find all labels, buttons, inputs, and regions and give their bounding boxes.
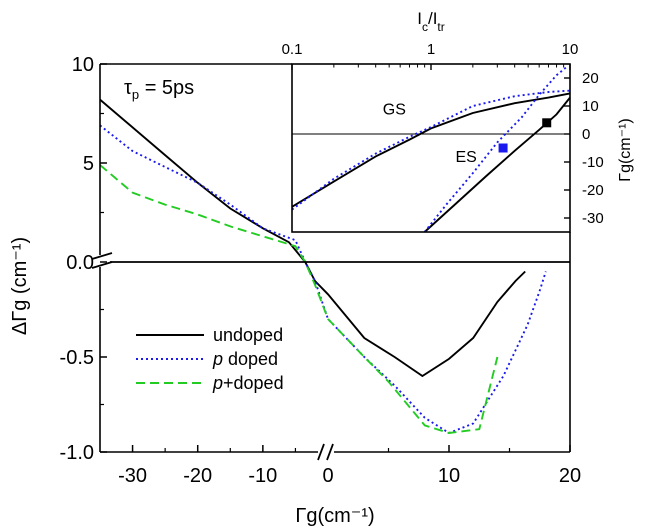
inset-x-label-part-3: tr — [437, 20, 444, 34]
inset-y-tick-label-1: 10 — [582, 98, 599, 115]
inset-x-ticks: 0.1 1 10 — [282, 41, 579, 70]
main-x-tick-label-2: -10 — [248, 465, 277, 487]
inset-x-axis-label: Ic/Itr — [417, 9, 445, 34]
inset-x-label-part-1: c — [422, 20, 428, 34]
main-series-layer — [99, 98, 547, 435]
main-y-axis-label: ΔΓg (cm⁻¹) — [9, 237, 31, 335]
inset-annotation-0: GS — [383, 101, 406, 118]
inset-x-label-part-0: I — [417, 9, 422, 28]
inset-series-line-3 — [423, 66, 568, 233]
y-break-mark-1 — [91, 252, 113, 260]
main-y-tick-label-0: 10 — [72, 54, 94, 76]
inset-x-tick-label-1: 1 — [427, 41, 435, 58]
legend-label-2: p+doped — [212, 373, 284, 393]
main-series-line-0 — [99, 98, 526, 378]
legend-label-2-part-0: p — [212, 373, 223, 393]
x-break-mark-2 — [326, 443, 334, 461]
legend-label-1-part-0: p — [212, 349, 223, 369]
main-x-ticks: -30 -20 -10 0 10 20 — [118, 445, 581, 487]
inset-y-ticks: 20 10 0 -10 -20 -30 — [564, 70, 604, 227]
main-y-tick-label-3: -0.5 — [60, 347, 94, 369]
main-y-tick-label-1: 5 — [83, 153, 94, 175]
inset-y-tick-label-4: -20 — [582, 182, 604, 199]
y-break-mark-2 — [91, 261, 113, 269]
legend-label-0: undoped — [213, 325, 283, 345]
inset-series-line-0 — [291, 92, 571, 208]
main-x-tick-label-4: 10 — [438, 465, 460, 487]
inset-series-line-2 — [423, 97, 571, 233]
main-x-axis-label: Γg(cm⁻¹) — [295, 505, 374, 527]
main-y-ticks: 10 5 0.0 -0.5 -1.0 — [60, 54, 107, 464]
inset-y-tick-label-2: 0 — [582, 126, 590, 143]
main-y-tick-label-4: -1.0 — [60, 442, 94, 464]
inset-marker-1 — [542, 118, 552, 128]
main-series-line-2 — [99, 164, 499, 434]
main-annotation: τp = 5ps — [124, 77, 194, 102]
inset-background — [292, 64, 570, 232]
main-y-tick-label-2: 0.0 — [66, 252, 94, 274]
legend-label-2-part-1: +doped — [223, 373, 284, 393]
legend-label-1-part-1: doped — [223, 349, 278, 369]
main-annotation-symbol: τ — [124, 77, 132, 99]
main-x-tick-label-3: 0 — [322, 465, 333, 487]
inset-x-label-part-2: /I — [428, 9, 437, 28]
main-frame — [91, 63, 571, 461]
inset-annotations: GS ES — [383, 101, 477, 166]
inset-x-tick-label-0: 0.1 — [282, 41, 303, 58]
main-x-tick-label-1: -20 — [183, 465, 212, 487]
main-annotation-rest: = 5ps — [139, 77, 194, 99]
legend-label-0-part-0: undoped — [213, 325, 283, 345]
inset-y-tick-label-0: 20 — [582, 70, 599, 87]
inset-annotation-1: ES — [455, 149, 476, 166]
inset-y-tick-label-3: -10 — [582, 154, 604, 171]
main-annotation-subscript: p — [132, 87, 139, 102]
main-x-tick-label-5: 20 — [559, 465, 581, 487]
inset-y-tick-label-5: -30 — [582, 210, 604, 227]
main-x-tick-label-0: -30 — [118, 465, 147, 487]
x-break-mark-1 — [317, 443, 325, 461]
inset-series-layer — [291, 64, 571, 233]
inset-x-tick-label-2: 10 — [562, 41, 579, 58]
inset-marker-0 — [498, 143, 508, 153]
legend-label-1: p doped — [212, 349, 278, 369]
inset-y-axis-label: Γg(cm⁻¹) — [617, 118, 634, 181]
